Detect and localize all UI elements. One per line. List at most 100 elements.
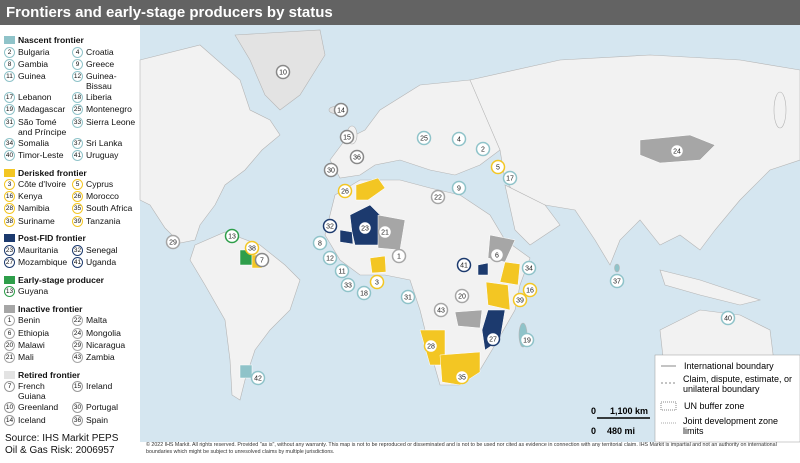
legend-number: 41 — [72, 257, 83, 269]
legend-item: 20 Malawi — [4, 339, 70, 351]
marker-circle — [433, 302, 449, 318]
legend-group-title: Retired frontier — [4, 369, 138, 381]
marker-number: 18 — [360, 291, 368, 298]
status-legend: Nascent frontier 2 Bulgaria 4 Croatia 8 Gambia… — [4, 29, 138, 426]
marker-circle — [312, 235, 328, 251]
legend-item: 8 Gambia — [4, 58, 70, 70]
legend-label: Kenya — [18, 191, 43, 202]
legend-group-name: Nascent frontier — [18, 35, 84, 45]
marker-number: 8 — [318, 241, 322, 248]
legend-group-title: Derisked frontier — [4, 167, 138, 179]
legend-items: 7 French Guiana 15 Ireland 10 Greenland 30 Port… — [4, 381, 138, 427]
legend-number: 31 — [4, 116, 15, 128]
legend-number: 4 — [72, 46, 83, 58]
marker-circle — [512, 292, 528, 308]
source: Source: IHS Markit PEPS Oil & Gas Risk: … — [5, 433, 118, 457]
marker-number: 30 — [327, 168, 335, 175]
legend-number: 19 — [4, 104, 15, 116]
legend-item: 29 Nicaragua — [72, 339, 138, 351]
marker-circle — [490, 159, 506, 175]
legend-number: 5 — [72, 179, 83, 191]
marker-circle — [416, 130, 432, 146]
marker-circle — [356, 285, 372, 301]
marker-number: 12 — [326, 256, 334, 263]
legend-label: Guinea — [18, 70, 46, 81]
legend-item: 33 Sierra Leone — [72, 116, 138, 137]
marker-number: 19 — [523, 338, 531, 345]
boundary-sample — [660, 401, 677, 411]
status-countries — [239, 134, 716, 386]
marker-number: 5 — [496, 165, 500, 172]
marker-circle — [349, 149, 365, 165]
legend-group-name: Inactive frontier — [18, 303, 83, 314]
legend-label: Guinea-Bissau — [86, 70, 117, 91]
legend-number: 3 — [4, 179, 15, 191]
marker-number: 42 — [254, 376, 262, 383]
legend-item: 41 Uganda — [72, 257, 138, 269]
scale-label: 480 mi — [607, 426, 635, 436]
legend-number: 24 — [72, 327, 83, 339]
marker-circle — [669, 143, 685, 159]
legend-item: 5 Cyprus — [72, 179, 138, 191]
legend-label: Mozambique — [18, 257, 68, 268]
legend-item: 25 Montenegro — [72, 104, 138, 116]
legend-item: 12 Guinea-Bissau — [72, 70, 138, 91]
legend-item: 17 Lebanon — [4, 92, 70, 104]
legend-items: 1 Benin 22 Malta 6 Ethiopia 24 Mongolia 20 Malawi… — [4, 315, 138, 364]
legend-item: 11 Guinea — [4, 70, 70, 91]
marker-number: 1 — [397, 254, 401, 261]
legend-label: Gambia — [18, 58, 49, 69]
marker-number: 37 — [613, 279, 621, 286]
boundary-legend: International boundary Claim, dispute, e… — [654, 354, 800, 443]
legend-box — [654, 354, 800, 443]
legend-swatch — [4, 234, 15, 243]
legend-item: 1 Benin — [4, 315, 70, 327]
legend-number: 39 — [72, 215, 83, 227]
marker-number: 7 — [260, 258, 264, 265]
marker-circle — [454, 369, 470, 385]
marker-circle — [339, 129, 355, 145]
legend-label: Mongolia — [86, 327, 121, 338]
marker-number: 20 — [458, 294, 466, 301]
legend-number: 20 — [4, 339, 15, 351]
legend-number: 37 — [72, 137, 83, 149]
scale-bar: 0 1,100 km 0 480 mi — [591, 406, 650, 436]
marker-number: 34 — [525, 266, 533, 273]
legend-swatch — [4, 370, 15, 379]
legend-number: 13 — [4, 286, 15, 298]
legend-text: Claim, dispute, estimate, or unilateral … — [683, 374, 793, 394]
marker-circle — [502, 170, 518, 186]
legend-swatch — [4, 168, 15, 177]
legend-label: Cyprus — [86, 179, 114, 190]
legend-number: 25 — [72, 104, 83, 116]
legend-number: 1 — [4, 315, 15, 327]
legend-swatch — [4, 304, 15, 313]
legend-number: 18 — [72, 92, 83, 104]
legend-text: International boundary — [684, 361, 774, 371]
legend-number: 30 — [72, 402, 83, 414]
legend-label: Mauritania — [18, 244, 59, 255]
legend-number: 32 — [72, 244, 83, 256]
marker-number: 35 — [458, 375, 466, 382]
legend-label: Timor-Leste — [18, 149, 64, 160]
legend-text: Joint development zone limits — [683, 416, 779, 436]
marker-number: 27 — [489, 337, 497, 344]
marker-number: 17 — [506, 176, 514, 183]
marker-number: 13 — [228, 234, 236, 241]
legend-label: Croatia — [86, 46, 114, 57]
source-line: Source: IHS Markit PEPS — [5, 433, 119, 444]
legend-number: 7 — [4, 381, 15, 393]
legend-item: 22 Malta — [72, 315, 138, 327]
legend-group-title: Early-stage producer — [4, 274, 138, 286]
marker-circle — [377, 224, 393, 240]
legend-item: 3 Côte d'Ivoire — [4, 179, 70, 191]
legend-label: Ethiopia — [18, 327, 50, 338]
marker-circle — [423, 338, 439, 354]
legend-item: 10 Greenland — [4, 402, 70, 414]
legend-items: 3 Côte d'Ivoire 5 Cyprus 16 Kenya 26 Morocco 28 N… — [4, 179, 138, 228]
marker-number: 28 — [427, 344, 435, 351]
marker-number: 24 — [673, 149, 681, 156]
legend-number: 29 — [72, 339, 83, 351]
legend-label: Portugal — [86, 402, 119, 413]
